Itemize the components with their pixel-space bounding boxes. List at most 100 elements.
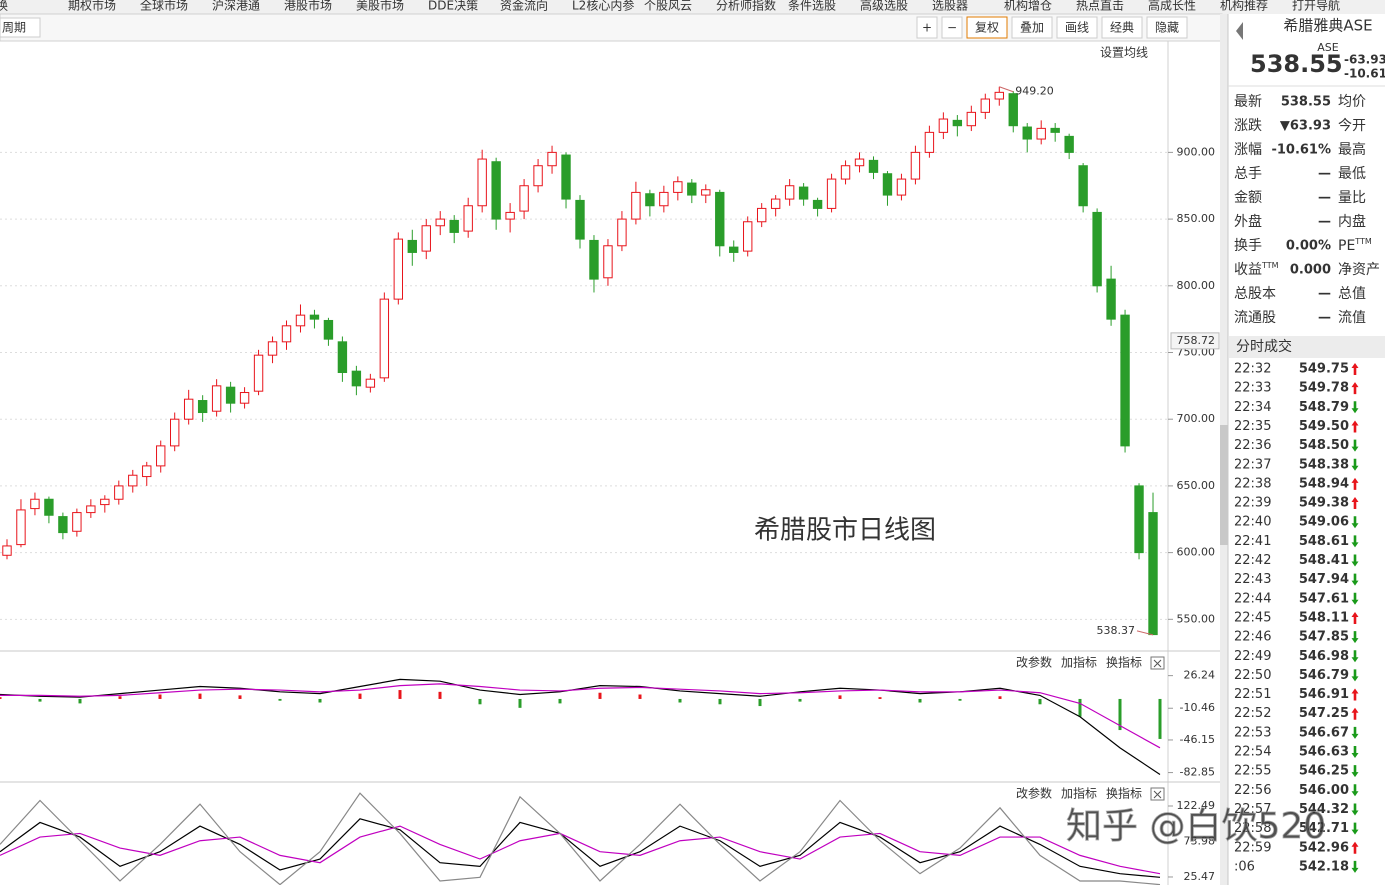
menu-item[interactable]: L2核心内参 bbox=[572, 0, 634, 13]
menu-item[interactable]: 港股市场 bbox=[284, 0, 332, 13]
close-icon[interactable] bbox=[1153, 790, 1162, 799]
macd-bar bbox=[638, 694, 642, 699]
trade-arrow bbox=[1351, 650, 1359, 663]
macd-bar bbox=[678, 698, 682, 703]
candle-body bbox=[16, 509, 26, 546]
tool-button-label[interactable]: + bbox=[922, 21, 932, 35]
menu-item[interactable]: 资金流向 bbox=[500, 0, 548, 13]
tool-button-label[interactable]: 经典 bbox=[1110, 21, 1134, 35]
candle-body bbox=[756, 207, 767, 223]
candle-body bbox=[603, 245, 613, 279]
label-text: 净资产 bbox=[1338, 262, 1380, 278]
indicator-button[interactable]: 改参数 bbox=[1016, 786, 1052, 801]
candle-body bbox=[938, 118, 949, 133]
trade-arrow bbox=[1351, 765, 1359, 778]
quote-value: 538.55 bbox=[1281, 95, 1331, 110]
trade-price: 547.85 bbox=[1299, 630, 1349, 645]
candle-body bbox=[687, 182, 697, 196]
tool-button[interactable] bbox=[916, 16, 938, 39]
macd-bar bbox=[0, 697, 2, 699]
menu-item[interactable]: DDE决策 bbox=[428, 0, 478, 13]
trade-time: 22:42 bbox=[1234, 553, 1271, 568]
trade-price: 547.25 bbox=[1299, 706, 1349, 721]
tool-button[interactable] bbox=[1056, 16, 1098, 39]
menu-item[interactable]: 沪深港通 bbox=[212, 0, 260, 13]
tool-button-label[interactable]: − bbox=[947, 21, 957, 35]
indicator-button[interactable]: 加指标 bbox=[1061, 655, 1097, 670]
tool-button[interactable] bbox=[1146, 16, 1188, 39]
low-pointer bbox=[1136, 630, 1154, 636]
stock-name: 希腊雅典ASE bbox=[1283, 17, 1372, 35]
candle-body bbox=[631, 191, 641, 220]
menu-item[interactable]: 机构增仓 bbox=[1004, 0, 1052, 13]
candle-body bbox=[351, 370, 362, 387]
cursor-price: 758.72 bbox=[1177, 334, 1216, 347]
candle-body bbox=[100, 498, 110, 506]
cursor-price-box bbox=[1170, 332, 1220, 350]
label-text: 收益 bbox=[1234, 262, 1262, 278]
menu-item[interactable]: 分析师指数 bbox=[716, 0, 776, 13]
tool-button[interactable] bbox=[1101, 16, 1143, 39]
quote-value: — bbox=[1318, 215, 1331, 230]
candle-body bbox=[156, 445, 166, 467]
indicator-line bbox=[0, 678, 1161, 775]
label-text: 均价 bbox=[1338, 94, 1366, 110]
close-icon[interactable] bbox=[1153, 659, 1162, 668]
menu-item[interactable]: 全球市场 bbox=[140, 0, 188, 13]
indicator-button[interactable]: 加指标 bbox=[1061, 786, 1097, 801]
trade-arrow bbox=[1351, 841, 1359, 854]
scroll-handle[interactable] bbox=[1220, 425, 1228, 545]
trade-price: 544.32 bbox=[1299, 802, 1349, 817]
period-label[interactable]: 周期 bbox=[2, 21, 26, 35]
menu-item[interactable]: 高级选股 bbox=[860, 0, 908, 13]
menu-item[interactable]: 热点直击 bbox=[1076, 0, 1124, 13]
menu-item[interactable]: 条件选股 bbox=[788, 0, 836, 13]
trade-time: 22:57 bbox=[1234, 802, 1271, 817]
menu-item[interactable]: 选股器 bbox=[932, 0, 968, 13]
menu-item[interactable]: 打开导航 bbox=[1292, 0, 1340, 13]
candle-body bbox=[1106, 278, 1116, 320]
tool-button[interactable] bbox=[941, 16, 963, 39]
indicator-button[interactable]: 换指标 bbox=[1106, 655, 1142, 670]
back-arrow[interactable] bbox=[1236, 22, 1243, 40]
quote-value: — bbox=[1318, 191, 1331, 206]
quote-value: 0.00% bbox=[1286, 239, 1331, 254]
candle-body bbox=[589, 239, 599, 280]
trade-arrow bbox=[1351, 439, 1359, 452]
y-tick-label: -82.85 bbox=[1180, 766, 1215, 779]
trade-price: 542.96 bbox=[1299, 840, 1349, 855]
menu-item[interactable]: 换 bbox=[0, 0, 8, 13]
tool-button[interactable] bbox=[966, 16, 1008, 39]
menu-item[interactable]: 期权市场 bbox=[68, 0, 116, 13]
menu-item[interactable]: 机构推荐 bbox=[1220, 0, 1268, 13]
menu-item[interactable]: 高成长性 bbox=[1148, 0, 1196, 13]
candle-body bbox=[281, 325, 292, 343]
indicator-button[interactable]: 改参数 bbox=[1016, 655, 1052, 670]
trade-time: 22:34 bbox=[1234, 400, 1271, 415]
y-tick-label: 25.47 bbox=[1184, 870, 1216, 883]
tool-button-label[interactable]: 画线 bbox=[1065, 21, 1089, 35]
trade-price: 548.61 bbox=[1299, 534, 1349, 549]
tool-button-label[interactable]: 叠加 bbox=[1020, 21, 1044, 35]
stock-change: -63.93 bbox=[1344, 53, 1385, 67]
trade-time: 22:51 bbox=[1234, 687, 1271, 702]
tool-button-label[interactable]: 隐藏 bbox=[1155, 21, 1179, 35]
menu-item[interactable]: 个股风云 bbox=[644, 0, 692, 13]
tool-button-label[interactable]: 复权 bbox=[975, 21, 999, 35]
label-text: 总股本 bbox=[1234, 286, 1276, 302]
tool-button[interactable] bbox=[1011, 16, 1053, 39]
trade-arrow bbox=[1351, 707, 1359, 720]
ma-setting[interactable]: 设置均线 bbox=[1100, 46, 1148, 60]
candle-body bbox=[309, 314, 320, 320]
label-text: 最低 bbox=[1338, 166, 1366, 182]
trade-arrow bbox=[1351, 860, 1359, 873]
quote-panel bbox=[1228, 14, 1385, 885]
trade-time: 22:41 bbox=[1234, 534, 1271, 549]
label-text: 外盘 bbox=[1234, 213, 1262, 230]
period-button[interactable] bbox=[0, 17, 41, 38]
menu-item[interactable]: 美股市场 bbox=[356, 0, 404, 13]
candle-body bbox=[267, 341, 278, 356]
trade-arrow bbox=[1351, 401, 1359, 414]
indicator-button[interactable]: 换指标 bbox=[1106, 786, 1142, 801]
low-label: 538.37 bbox=[1097, 624, 1136, 637]
